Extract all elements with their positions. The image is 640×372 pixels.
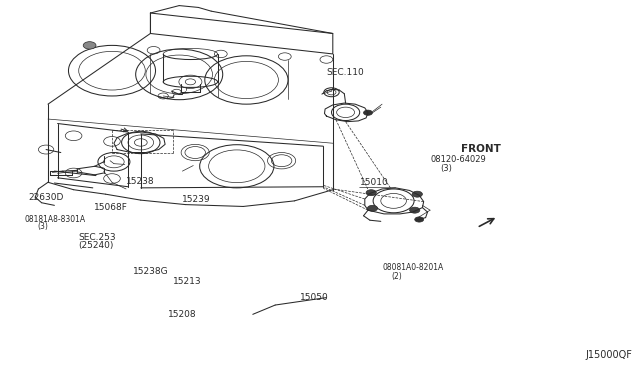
Text: (3): (3) (37, 222, 48, 231)
Text: 08181A8-8301A: 08181A8-8301A (24, 215, 86, 224)
Text: (25240): (25240) (78, 241, 113, 250)
Circle shape (364, 110, 372, 115)
Circle shape (410, 207, 420, 213)
Text: FRONT: FRONT (461, 144, 500, 154)
Text: 15239: 15239 (182, 195, 211, 203)
Circle shape (415, 217, 424, 222)
Text: J15000QF: J15000QF (586, 350, 632, 360)
Circle shape (367, 205, 378, 211)
Text: 08120-64029: 08120-64029 (430, 155, 486, 164)
Text: (3): (3) (440, 164, 452, 173)
Text: SEC.253: SEC.253 (78, 233, 116, 242)
Circle shape (412, 191, 422, 197)
Text: SEC.110: SEC.110 (326, 68, 364, 77)
Text: 15213: 15213 (173, 278, 202, 286)
Text: 22630D: 22630D (29, 193, 64, 202)
Text: 15238: 15238 (126, 177, 155, 186)
Text: 15238G: 15238G (133, 267, 169, 276)
Text: 15068F: 15068F (94, 203, 128, 212)
Circle shape (83, 42, 96, 49)
Text: 15208: 15208 (168, 310, 196, 319)
Text: 15050: 15050 (300, 293, 328, 302)
Text: 15010: 15010 (360, 178, 388, 187)
Text: (2): (2) (392, 272, 403, 280)
Circle shape (366, 190, 376, 196)
Text: 08081A0-8201A: 08081A0-8201A (382, 263, 444, 272)
